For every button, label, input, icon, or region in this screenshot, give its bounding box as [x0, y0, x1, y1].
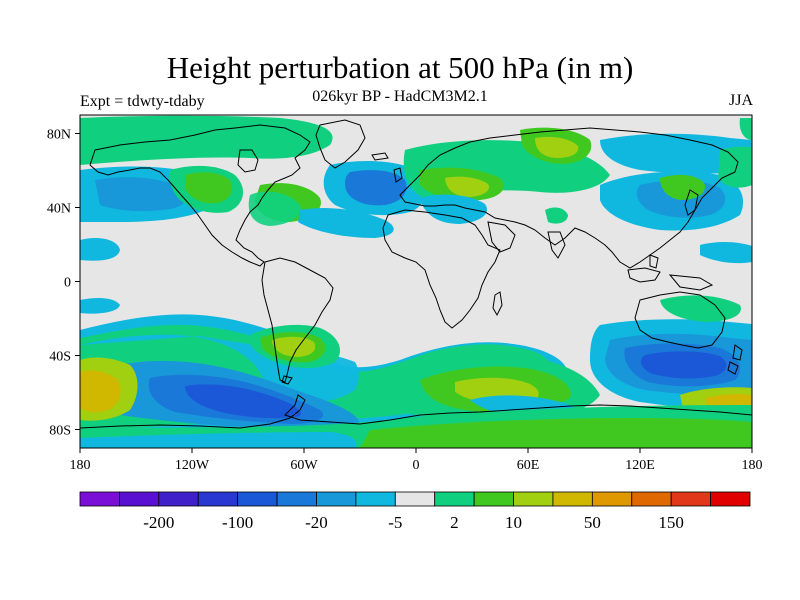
coastline-antarctica — [80, 394, 752, 429]
colorbar-swatch — [119, 491, 160, 507]
lat-tick-label: 40N — [47, 202, 71, 217]
colorbar-label: -200 — [143, 513, 174, 532]
colorbar-swatch — [79, 491, 120, 507]
lon-tick-label: 120W — [175, 458, 210, 473]
coastline-south-america — [261, 257, 334, 383]
coastline-north-america — [89, 124, 311, 267]
colorbar-swatch — [237, 491, 278, 507]
colorbar-label: 150 — [658, 513, 684, 532]
colorbar-swatch — [316, 491, 357, 507]
lat-tick-label: 40S — [49, 350, 71, 365]
colorbar-swatch — [552, 491, 593, 507]
colorbar-swatch — [670, 491, 711, 507]
coastline-africa — [382, 209, 501, 329]
experiment-label: Expt = tdwty-tdaby — [80, 93, 205, 110]
colorbar-swatch — [473, 491, 514, 507]
colorbar-swatch — [591, 491, 633, 507]
colorbar: -200 -100 -20 -5 2 10 50 150 — [79, 491, 751, 532]
colorbar-label: 2 — [450, 513, 459, 532]
season-label: JJA — [728, 92, 753, 109]
colorbar-swatch — [355, 491, 396, 507]
lon-tick-label: 60E — [517, 458, 540, 473]
map-subtitle: 026kyr BP - HadCM3M2.1 — [312, 88, 488, 105]
coastline-greenland — [315, 119, 366, 169]
colorbar-label: -100 — [222, 513, 253, 532]
contour-fill-layer — [80, 115, 752, 448]
colorbar-swatch — [434, 491, 475, 507]
colorbar-swatch — [197, 491, 239, 507]
map-title: Height perturbation at 500 hPa (in m) — [166, 50, 634, 85]
colorbar-swatch — [158, 491, 199, 507]
coastline-australia — [634, 291, 726, 349]
colorbar-swatch — [394, 491, 436, 507]
colorbar-swatch — [710, 491, 751, 507]
colorbar-swatch — [513, 491, 554, 507]
colorbar-swatch — [276, 491, 317, 507]
colorbar-label: 10 — [505, 513, 522, 532]
colorbar-label: -20 — [305, 513, 328, 532]
coastline-eurasia — [399, 127, 739, 269]
colorbar-label: 50 — [584, 513, 601, 532]
colorbar-label: -5 — [388, 513, 402, 532]
lon-tick-label: 120E — [625, 458, 655, 473]
lon-tick-label: 0 — [413, 458, 420, 473]
lon-tick-label: 60W — [290, 458, 318, 473]
lon-tick-label: 180 — [742, 458, 763, 473]
lat-tick-label: 80S — [49, 424, 71, 439]
lon-tick-label: 180 — [70, 458, 91, 473]
coastlines — [80, 119, 752, 429]
map-axis-ticks: 80N 40N 0 40S 80S 180 120W 60W 0 60E 120E 180 — [47, 128, 763, 474]
colorbar-swatch — [631, 491, 672, 507]
lat-tick-label: 0 — [64, 276, 71, 291]
lat-tick-label: 80N — [47, 128, 71, 143]
